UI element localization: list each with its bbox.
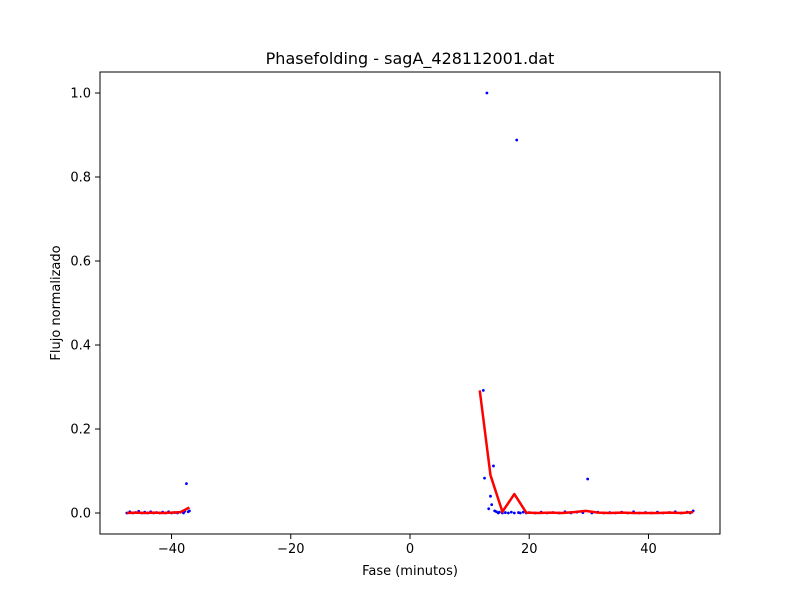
- data-point: [188, 509, 191, 513]
- y-tick-label: 0.0: [70, 507, 91, 522]
- data-point: [509, 510, 513, 514]
- data-point: [485, 91, 489, 95]
- data-point: [498, 510, 501, 514]
- data-point: [515, 138, 519, 142]
- plot-area: [99, 71, 721, 535]
- data-point: [518, 511, 522, 515]
- chart-title: Phasefolding - sagA_428112001.dat: [266, 49, 555, 69]
- data-point: [481, 388, 485, 392]
- data-point: [586, 477, 590, 481]
- x-tick-label: −20: [277, 542, 304, 557]
- data-point: [512, 511, 516, 515]
- data-point: [506, 511, 510, 515]
- y-tick-label: 0.2: [70, 423, 91, 438]
- series-line-2: [478, 390, 694, 515]
- data-point: [487, 507, 491, 511]
- x-tick-label: −40: [158, 542, 185, 557]
- y-tick-label: 0.8: [70, 171, 91, 186]
- x-tick-label: 40: [640, 542, 657, 557]
- data-point: [492, 464, 495, 468]
- y-axis-label: Flujo normalizado: [49, 245, 64, 360]
- y-tick-label: 0.6: [70, 255, 91, 270]
- data-point: [490, 503, 494, 506]
- series-line-1: [126, 506, 190, 515]
- data-point: [503, 511, 507, 514]
- x-axis-label: Fase (minutos): [362, 564, 458, 579]
- data-point: [489, 494, 492, 498]
- data-point: [185, 482, 188, 485]
- y-tick-label: 1.0: [70, 87, 91, 102]
- x-tick-label: 0: [406, 542, 414, 557]
- axes-frame: [99, 71, 721, 535]
- x-axis: −40 −20 0 20 40: [158, 534, 657, 557]
- y-axis: 0.0 0.2 0.4 0.6 0.8 1.0: [70, 87, 100, 522]
- data-point: [483, 476, 486, 480]
- y-tick-label: 0.4: [70, 339, 91, 354]
- data-point: [521, 510, 525, 514]
- x-tick-label: 20: [521, 542, 538, 557]
